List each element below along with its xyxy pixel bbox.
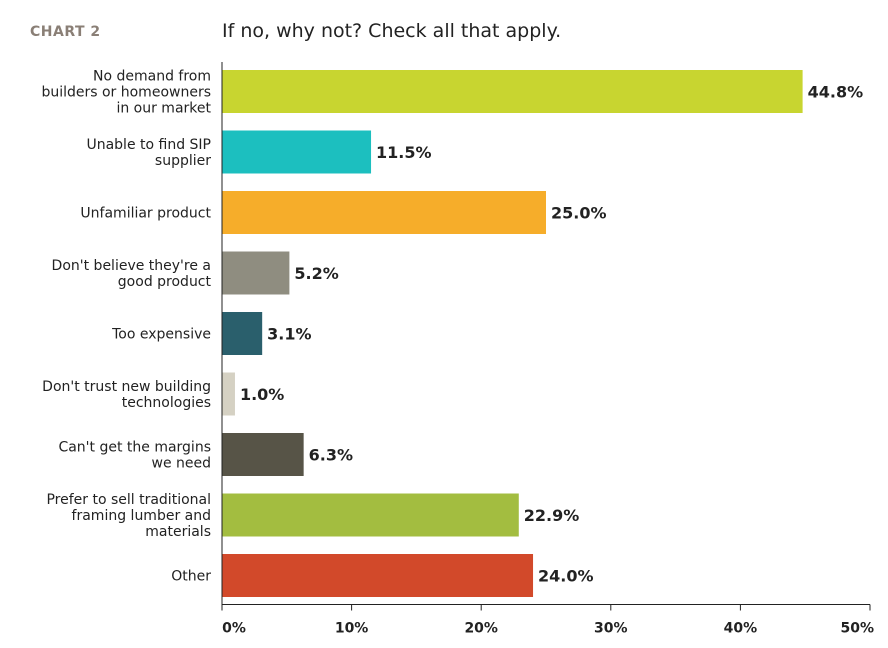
bar-value-label: 5.2% [294, 264, 338, 283]
x-tick-label: 20% [464, 621, 498, 637]
bar [222, 372, 235, 416]
category-label: Other [171, 569, 211, 585]
bar-value-label: 25.0% [551, 204, 607, 223]
category-label: Don't trust new building [42, 379, 211, 395]
bar-value-label: 24.0% [538, 567, 594, 586]
category-label: Too expensive [111, 327, 211, 343]
category-label: builders or homeowners [41, 85, 211, 101]
chart-title: If no, why not? Check all that apply. [222, 20, 562, 42]
category-label: we need [152, 456, 212, 472]
chart-number-label: CHART 2 [30, 24, 101, 40]
bar-value-label: 3.1% [267, 325, 311, 344]
x-tick-label: 40% [724, 621, 758, 637]
category-label: Prefer to sell traditional [46, 492, 211, 508]
category-label: Can't get the margins [58, 440, 211, 456]
bar [222, 130, 372, 174]
bar-value-label: 11.5% [376, 143, 432, 162]
x-tick-label: 30% [594, 621, 628, 637]
category-label: in our market [116, 101, 211, 117]
x-tick-label: 50% [840, 621, 874, 637]
bar [222, 251, 290, 295]
x-tick-label: 0% [222, 621, 246, 637]
x-tick-label: 10% [335, 621, 369, 637]
bar [222, 70, 803, 113]
bar-value-label: 44.8% [808, 83, 864, 102]
bar [222, 554, 534, 597]
bar [222, 433, 304, 476]
category-label: framing lumber and [72, 508, 211, 524]
category-label: Unfamiliar product [80, 206, 211, 222]
bar [222, 312, 263, 355]
bar [222, 493, 519, 537]
bar-value-label: 22.9% [524, 506, 580, 525]
category-label: Don't believe they're a [52, 258, 211, 274]
category-label: Unable to find SIP [86, 137, 211, 153]
bar [222, 191, 546, 234]
category-label: technologies [122, 395, 211, 411]
category-label: No demand from [93, 69, 211, 85]
category-label: materials [145, 524, 211, 540]
bar-value-label: 6.3% [309, 446, 353, 465]
category-label: good product [118, 274, 212, 290]
category-label: supplier [155, 153, 211, 169]
bar-value-label: 1.0% [240, 385, 284, 404]
